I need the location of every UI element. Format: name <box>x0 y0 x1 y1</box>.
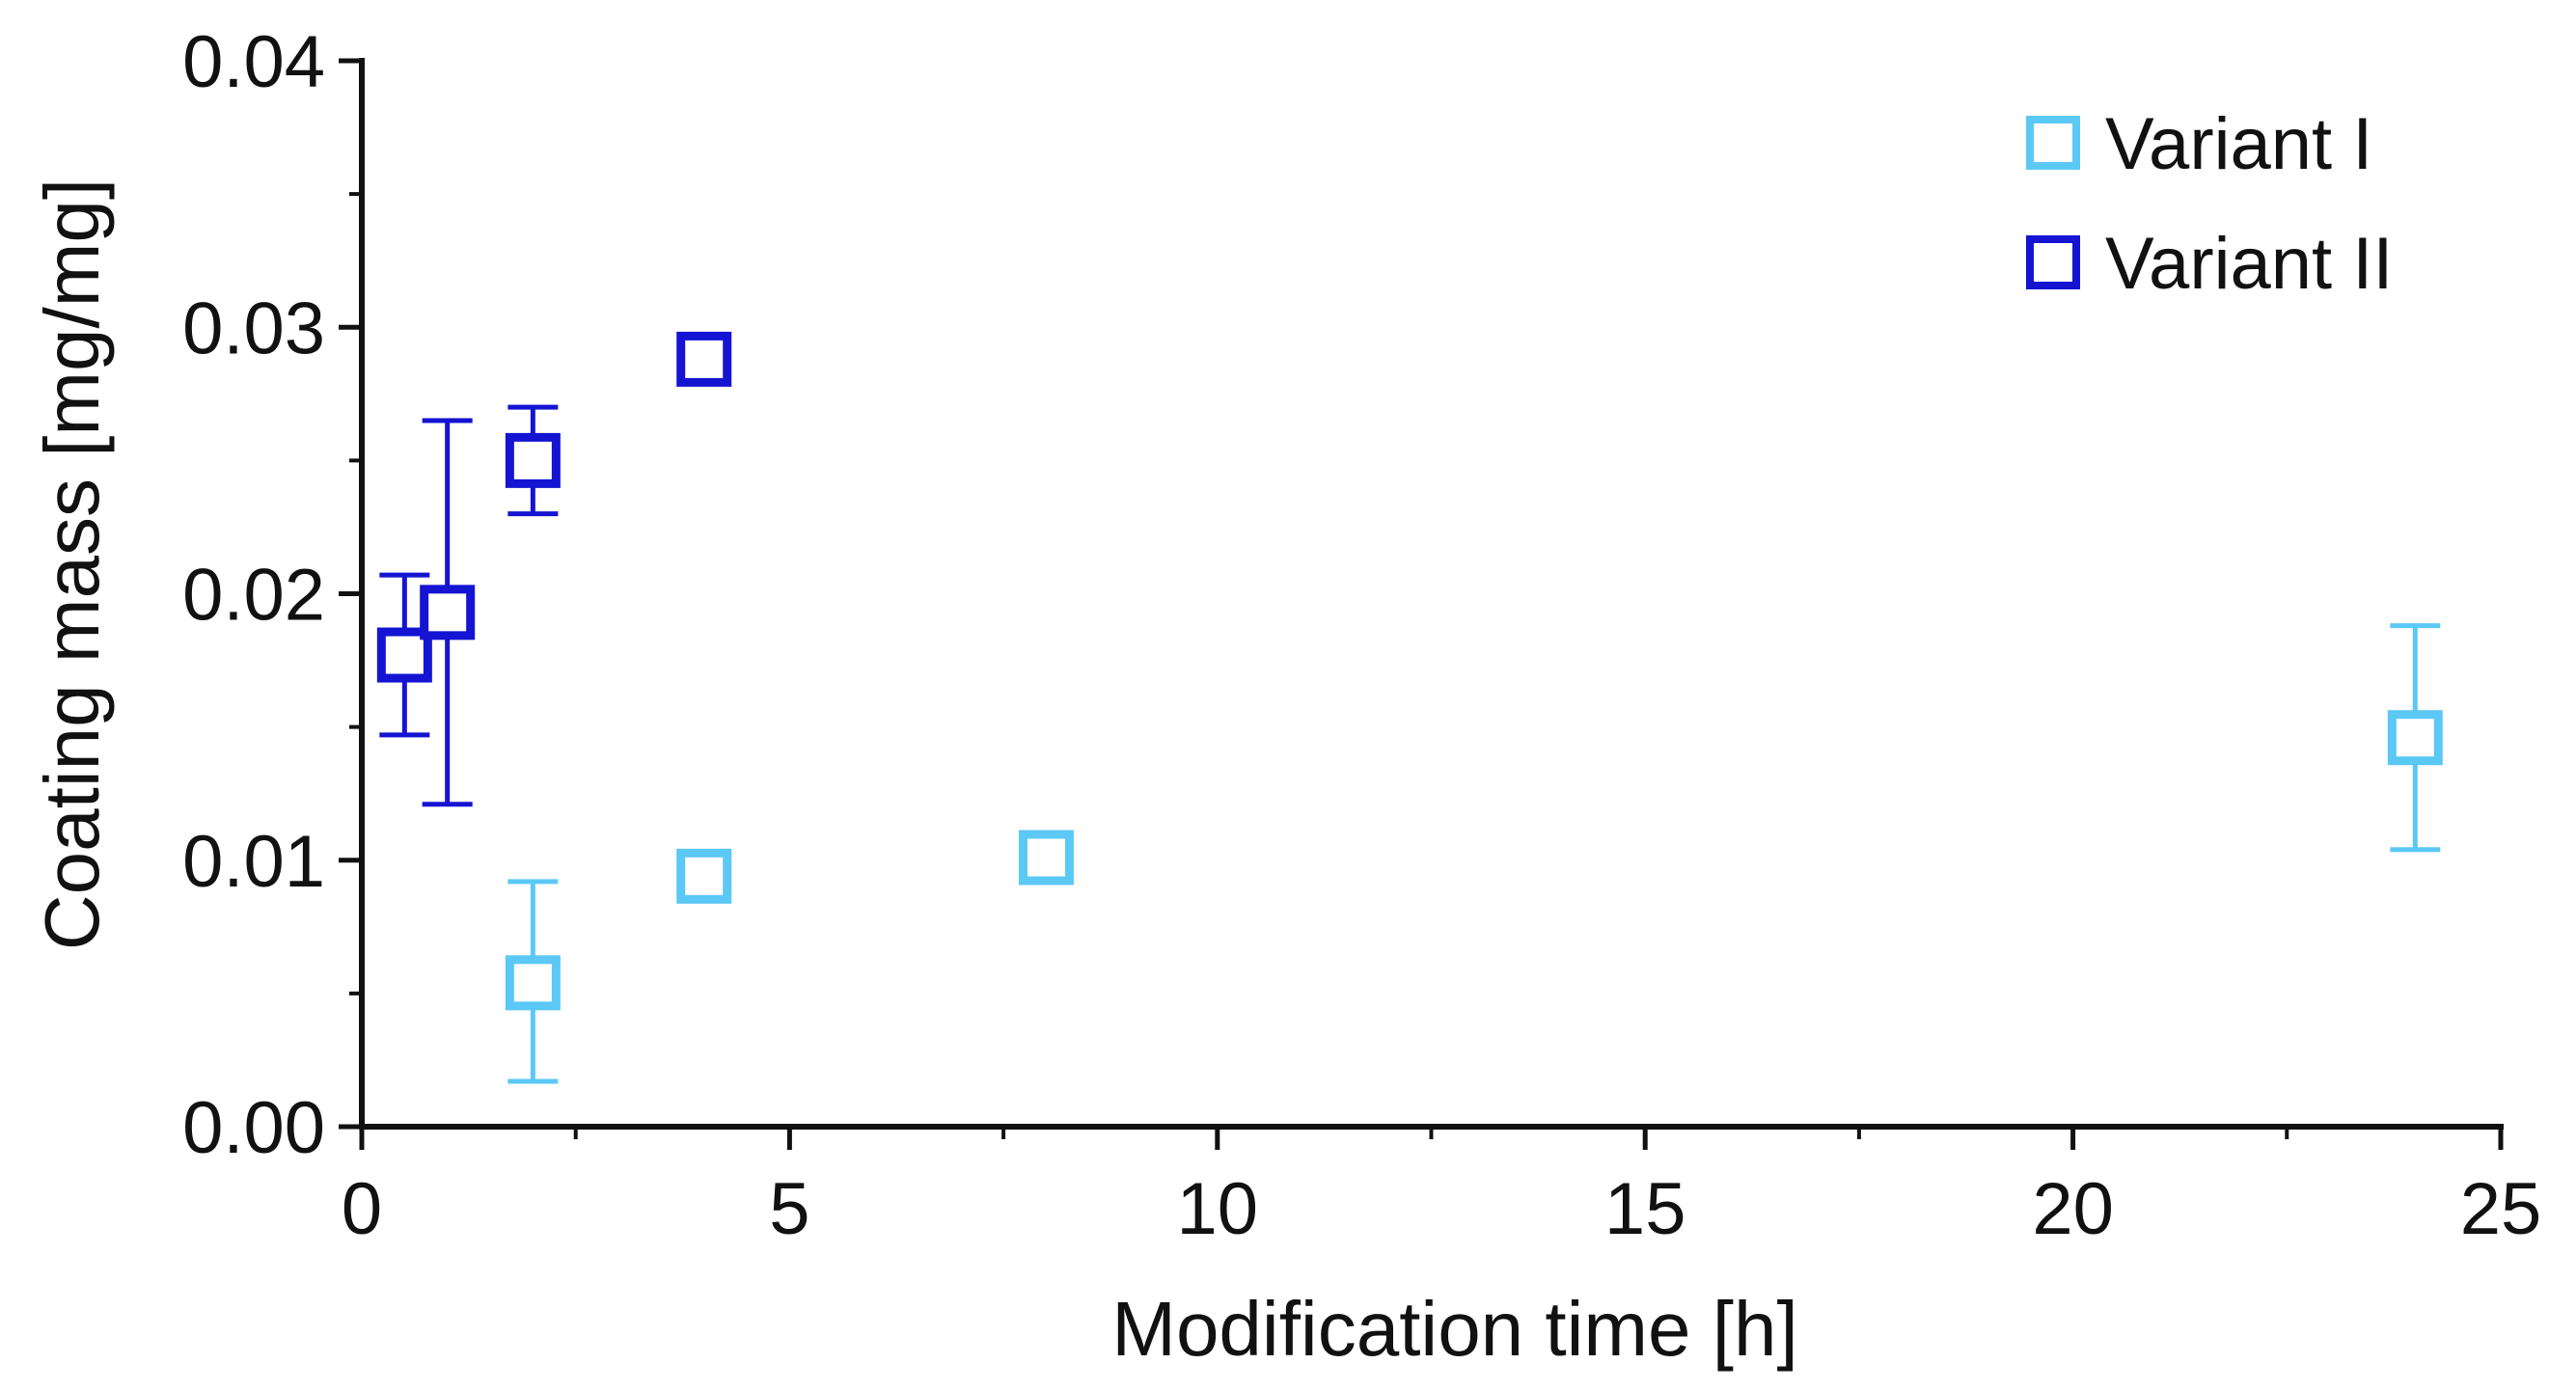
series-variant-i <box>505 623 2443 1084</box>
legend: Variant I Variant II <box>2026 103 2394 305</box>
x-tick-label: 15 <box>1604 1168 1686 1250</box>
axes: 0 5 10 15 20 25 0.00 0.01 0.02 0.03 0.04 <box>182 21 2541 1250</box>
data-point <box>676 331 732 387</box>
legend-label: Variant I <box>2105 103 2372 185</box>
data-point <box>676 848 732 904</box>
error-bar <box>2390 623 2441 853</box>
series-variant-ii <box>376 331 732 807</box>
legend-marker <box>2026 116 2080 170</box>
x-axis-label: Modification time [h] <box>1111 1286 1797 1372</box>
data-point <box>505 432 561 488</box>
y-tick-label: 0.04 <box>182 21 325 103</box>
x-tick-label: 25 <box>2460 1168 2542 1250</box>
legend-item-variant-i: Variant I <box>2026 103 2372 185</box>
x-tick-label: 5 <box>769 1168 809 1250</box>
x-tick-label: 20 <box>2032 1168 2114 1250</box>
legend-label: Variant II <box>2105 223 2394 305</box>
error-bar <box>379 572 430 738</box>
error-bar <box>422 418 473 807</box>
x-tick-label: 10 <box>1177 1168 1259 1250</box>
data-point <box>1018 830 1074 886</box>
x-tick-label: 0 <box>342 1168 382 1250</box>
legend-item-variant-ii: Variant II <box>2026 223 2394 305</box>
legend-marker <box>2026 235 2080 289</box>
data-point <box>420 585 476 641</box>
error-bar <box>507 404 559 517</box>
data-point <box>505 955 561 1011</box>
y-tick-label: 0.01 <box>182 821 325 903</box>
y-tick-label: 0.02 <box>182 555 325 637</box>
data-marks <box>376 331 2443 1084</box>
data-point <box>376 627 432 683</box>
error-bar <box>507 879 559 1084</box>
y-tick-label: 0.00 <box>182 1087 325 1169</box>
data-point <box>2387 710 2443 766</box>
y-tick-label: 0.03 <box>182 287 325 369</box>
y-axis-label: Coating mass [mg/mg] <box>29 178 115 950</box>
